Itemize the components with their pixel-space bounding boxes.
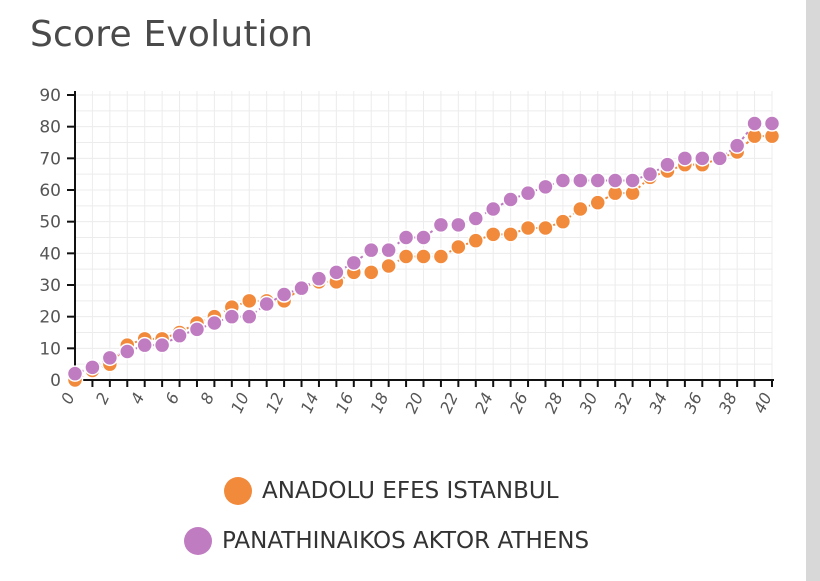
- x-tick-label: 16: [332, 390, 358, 416]
- x-tick-label: 30: [576, 390, 602, 416]
- data-point-series-1: [136, 336, 153, 354]
- data-point-series-1: [171, 327, 188, 344]
- data-point-series-0: [380, 257, 397, 275]
- data-point-series-1: [519, 184, 537, 202]
- y-tick-label: 10: [39, 339, 61, 359]
- data-point-series-1: [223, 308, 241, 325]
- data-point-series-1: [119, 343, 136, 360]
- data-point-series-0: [572, 200, 589, 218]
- data-point-series-1: [415, 229, 432, 246]
- data-point-series-0: [362, 264, 380, 281]
- x-tick-label: 8: [196, 390, 218, 407]
- data-point-series-1: [450, 216, 467, 234]
- x-tick-label: 36: [680, 390, 706, 416]
- x-tick-label: 10: [227, 390, 253, 416]
- data-point-series-1: [258, 295, 275, 313]
- y-tick-label: 90: [39, 86, 61, 106]
- scrollbar[interactable]: [806, 0, 820, 581]
- data-point-series-1: [537, 178, 554, 196]
- x-tick-label: 2: [92, 390, 114, 407]
- data-point-series-1: [606, 172, 624, 189]
- x-tick-label: 4: [127, 390, 149, 407]
- data-point-series-0: [415, 248, 432, 265]
- y-tick-label: 0: [50, 371, 61, 391]
- data-point-series-1: [502, 191, 519, 208]
- data-point-series-1: [328, 264, 345, 281]
- data-point-series-1: [188, 321, 206, 338]
- x-tick-label: 18: [366, 390, 392, 416]
- x-tick-label: 28: [541, 390, 567, 416]
- data-point-series-1: [397, 229, 415, 246]
- x-tick-label: 40: [750, 390, 776, 416]
- data-point-series-1: [641, 165, 659, 183]
- data-point-series-0: [432, 248, 450, 265]
- data-point-series-1: [694, 150, 711, 167]
- x-tick-label: 38: [715, 390, 741, 416]
- data-point-series-1: [293, 279, 310, 297]
- x-tick-label: 22: [436, 390, 462, 416]
- data-point-series-1: [711, 150, 728, 167]
- data-point-series-1: [484, 200, 502, 218]
- data-point-series-1: [345, 254, 363, 272]
- y-tick-label: 70: [39, 149, 61, 169]
- y-tick-label: 60: [39, 181, 61, 201]
- legend-swatch-anadolu: [224, 477, 252, 505]
- x-tick-label: 34: [645, 390, 671, 416]
- data-point-series-1: [84, 359, 101, 376]
- data-point-series-1: [66, 365, 84, 382]
- data-point-series-1: [746, 115, 763, 132]
- data-point-series-0: [397, 248, 415, 265]
- data-point-series-1: [362, 241, 380, 259]
- data-point-series-0: [589, 194, 606, 211]
- data-point-series-0: [554, 213, 572, 230]
- y-tick-label: 50: [39, 213, 61, 233]
- legend-swatch-panathinaikos: [184, 527, 212, 555]
- x-tick-label: 0: [57, 390, 79, 407]
- legend-item-panathinaikos[interactable]: PANATHINAIKOS AKTOR ATHENS: [184, 527, 589, 555]
- data-point-series-1: [432, 216, 450, 234]
- y-tick-label: 80: [39, 118, 61, 138]
- data-point-series-1: [589, 172, 606, 189]
- x-tick-label: 6: [162, 390, 184, 407]
- y-tick-label: 30: [39, 276, 61, 296]
- x-tick-label: 26: [506, 390, 532, 416]
- x-tick-label: 14: [297, 390, 323, 416]
- data-point-series-1: [572, 172, 589, 189]
- data-point-series-1: [554, 172, 572, 189]
- data-point-series-1: [728, 137, 746, 154]
- x-tick-label: 32: [610, 390, 636, 416]
- y-tick-label: 20: [39, 308, 61, 328]
- x-tick-label: 24: [471, 390, 497, 416]
- data-point-series-0: [537, 219, 554, 237]
- data-point-series-1: [624, 172, 641, 189]
- x-tick-label: 20: [401, 390, 427, 416]
- data-point-series-0: [519, 219, 537, 237]
- data-point-series-1: [676, 150, 694, 167]
- x-tick-label: 12: [262, 390, 288, 416]
- y-tick-label: 40: [39, 244, 61, 264]
- data-point-series-0: [467, 232, 485, 249]
- data-point-series-1: [659, 156, 676, 173]
- data-point-series-1: [275, 286, 293, 303]
- data-point-series-1: [206, 314, 223, 332]
- data-point-series-1: [310, 270, 328, 287]
- legend-item-anadolu[interactable]: ANADOLU EFES ISTANBUL: [224, 477, 559, 505]
- data-point-series-1: [763, 115, 781, 132]
- data-point-series-1: [380, 241, 397, 259]
- data-point-series-0: [502, 226, 519, 243]
- page-title: Score Evolution: [30, 14, 314, 55]
- legend-label-anadolu: ANADOLU EFES ISTANBUL: [262, 478, 559, 504]
- data-point-series-0: [450, 238, 467, 256]
- data-point-series-0: [241, 292, 258, 310]
- legend-label-panathinaikos: PANATHINAIKOS AKTOR ATHENS: [222, 528, 590, 554]
- data-point-series-1: [153, 336, 171, 354]
- data-point-series-1: [467, 210, 485, 227]
- data-point-series-1: [101, 349, 119, 367]
- data-point-series-1: [241, 308, 258, 325]
- data-point-series-0: [484, 226, 502, 243]
